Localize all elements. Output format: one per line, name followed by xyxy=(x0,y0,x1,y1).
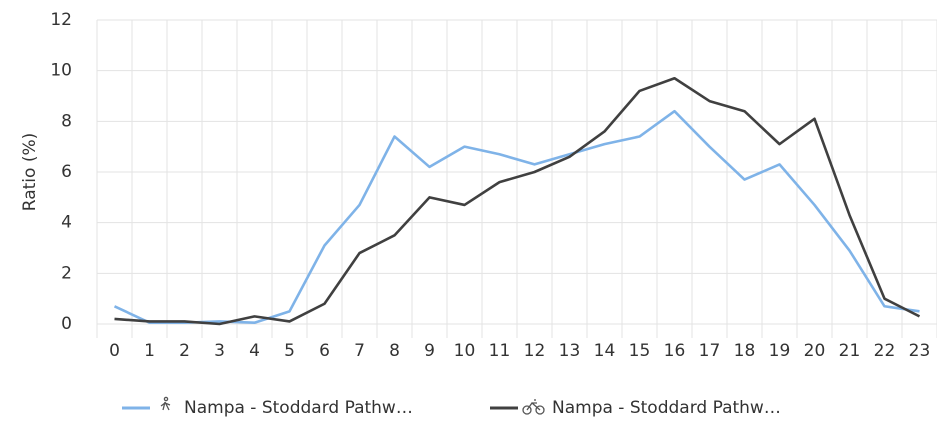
y-tick-label: 12 xyxy=(50,10,72,30)
x-tick-label: 8 xyxy=(389,341,400,361)
x-tick-label: 17 xyxy=(699,341,721,361)
x-tick-label: 1 xyxy=(144,341,155,361)
series-line xyxy=(113,109,920,325)
y-tick-label: 6 xyxy=(61,162,72,182)
legend-label: Nampa - Stoddard Pathw… xyxy=(184,398,413,418)
x-tick-label: 14 xyxy=(594,341,616,361)
x-tick-label: 0 xyxy=(109,341,120,361)
x-tick-label: 22 xyxy=(874,341,896,361)
x-tick-label: 19 xyxy=(769,341,791,361)
x-tick-label: 13 xyxy=(559,341,581,361)
x-tick-label: 21 xyxy=(839,341,861,361)
x-tick-label: 9 xyxy=(424,341,435,361)
x-tick-label: 4 xyxy=(249,341,260,361)
x-tick-label: 6 xyxy=(319,341,330,361)
y-tick-label: 0 xyxy=(61,314,72,334)
y-tick-label: 8 xyxy=(61,111,72,131)
x-tick-label: 16 xyxy=(664,341,686,361)
x-tick-label: 10 xyxy=(454,341,476,361)
y-axis-label: Ratio (%) xyxy=(20,133,40,211)
series-line xyxy=(114,76,921,326)
x-tick-label: 5 xyxy=(284,341,295,361)
legend-icon-walk xyxy=(160,396,171,411)
y-tick-label: 10 xyxy=(50,61,72,81)
x-tick-label: 23 xyxy=(909,341,931,361)
x-tick-label: 15 xyxy=(629,341,651,361)
x-tick-label: 20 xyxy=(804,341,826,361)
x-tick-label: 11 xyxy=(489,341,511,361)
x-tick-label: 3 xyxy=(214,341,225,361)
y-tick-label: 2 xyxy=(61,263,72,283)
x-tick-label: 18 xyxy=(734,341,756,361)
legend-label: Nampa - Stoddard Pathw… xyxy=(552,398,781,418)
legend-icon-bike xyxy=(522,399,545,415)
x-tick-label: 2 xyxy=(179,341,190,361)
x-tick-label: 7 xyxy=(354,341,365,361)
y-tick-label: 4 xyxy=(61,213,72,233)
x-tick-label: 12 xyxy=(524,341,546,361)
